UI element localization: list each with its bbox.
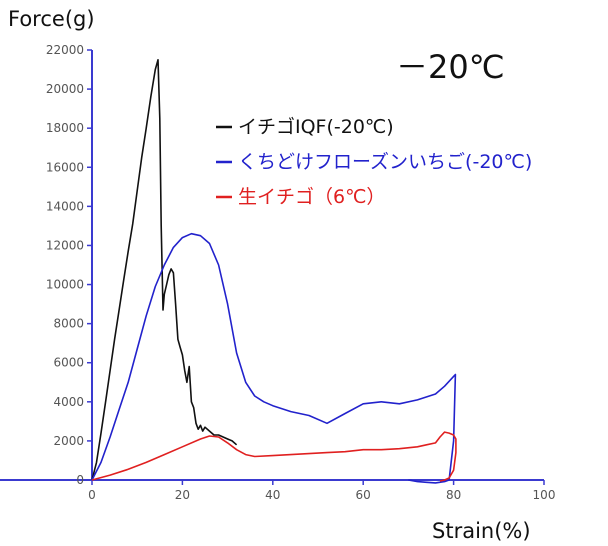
axes bbox=[0, 50, 544, 481]
y-tick-label: 2000 bbox=[53, 434, 84, 448]
x-tick-label: 60 bbox=[356, 488, 371, 502]
series-lines bbox=[91, 58, 457, 484]
legend-label: 生イチゴ（6℃） bbox=[238, 186, 385, 208]
y-tick-label: 10000 bbox=[46, 278, 84, 292]
y-tick-label: 20000 bbox=[46, 82, 84, 96]
y-axis-label: Force(g) bbox=[8, 7, 95, 31]
x-axis-label: Strain(%) bbox=[432, 519, 531, 543]
series-line-3 bbox=[91, 431, 457, 482]
y-tick-label: 12000 bbox=[46, 238, 84, 252]
x-tick-label: 20 bbox=[175, 488, 190, 502]
y-tick-label: 14000 bbox=[46, 199, 84, 213]
series-line-1 bbox=[91, 58, 238, 481]
legend-label: イチゴIQF(-20℃) bbox=[238, 116, 394, 138]
series-line-2 bbox=[91, 232, 457, 484]
x-ticks: 0 20 40 60 80 100 bbox=[88, 480, 555, 502]
x-tick-label: 100 bbox=[533, 488, 556, 502]
y-tick-label: 8000 bbox=[53, 317, 84, 331]
legend: イチゴIQF(-20℃) くちどけフローズンいちご(-20℃) 生イチゴ（6℃） bbox=[216, 116, 532, 208]
x-tick-label: 0 bbox=[88, 488, 96, 502]
x-tick-label: 80 bbox=[446, 488, 461, 502]
y-tick-label: 22000 bbox=[46, 43, 84, 57]
y-tick-label: 18000 bbox=[46, 121, 84, 135]
y-ticks: 0 2000 4000 6000 8000 10000 12000 14000 16000 180… bbox=[46, 43, 92, 487]
y-tick-label: 0 bbox=[76, 473, 84, 487]
y-tick-label: 4000 bbox=[53, 395, 84, 409]
legend-label: くちどけフローズンいちご(-20℃) bbox=[238, 151, 532, 173]
y-tick-label: 6000 bbox=[53, 356, 84, 370]
x-tick-label: 40 bbox=[265, 488, 280, 502]
temperature-annotation: －20℃ bbox=[396, 48, 505, 86]
y-tick-label: 16000 bbox=[46, 160, 84, 174]
